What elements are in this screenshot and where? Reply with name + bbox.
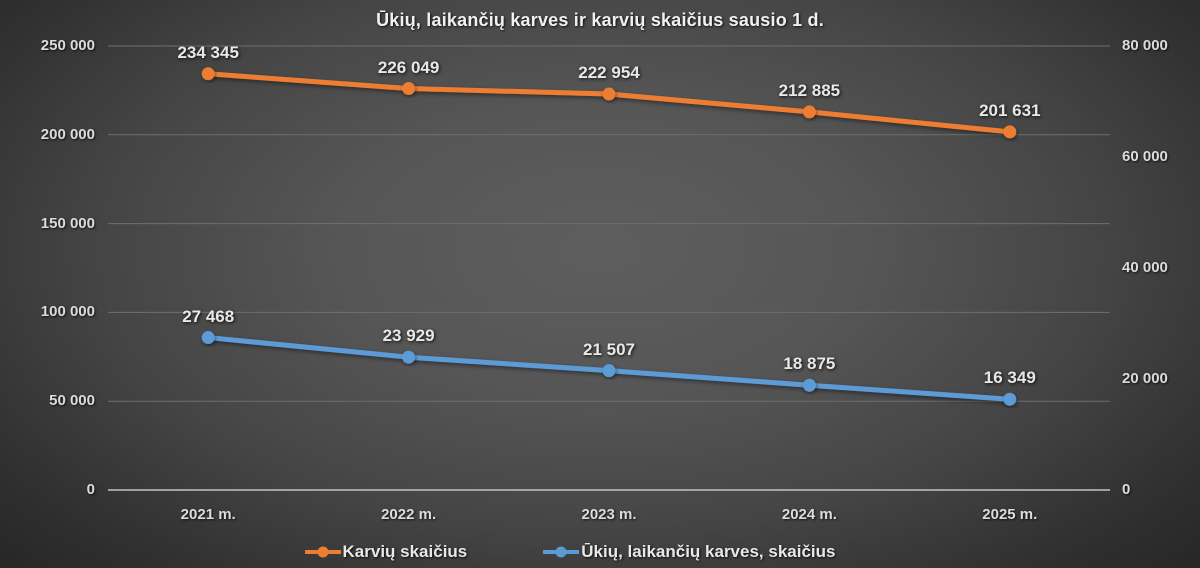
- series-line-0[interactable]: [205, 71, 1013, 135]
- data-point-marker[interactable]: [602, 364, 616, 378]
- chart-title: Ūkių, laikančių karves ir karvių skaičiu…: [376, 10, 824, 30]
- legend-label: Ūkių, laikančių karves, skaičius: [581, 542, 836, 561]
- data-point-marker[interactable]: [602, 87, 616, 101]
- legend-label: Karvių skaičius: [342, 542, 468, 561]
- data-point-marker[interactable]: [402, 82, 416, 96]
- data-point-marker[interactable]: [201, 331, 215, 345]
- chart-legend: Karvių skaičius Ūkių, laikančių karves, …: [0, 542, 1140, 562]
- data-point-marker[interactable]: [1003, 392, 1017, 406]
- data-point-marker[interactable]: [1003, 125, 1017, 139]
- legend-item-ukiu-skaicius[interactable]: Ūkių, laikančių karves, skaičius: [542, 542, 836, 562]
- data-point-marker[interactable]: [802, 378, 816, 392]
- data-point-marker[interactable]: [802, 105, 816, 119]
- line-series-marker-icon: [303, 545, 342, 559]
- data-point-marker[interactable]: [201, 67, 215, 81]
- data-point-marker[interactable]: [402, 350, 416, 364]
- line-series-marker-icon: [542, 545, 581, 559]
- legend-item-karviu-skaicius[interactable]: Karvių skaičius: [303, 542, 468, 562]
